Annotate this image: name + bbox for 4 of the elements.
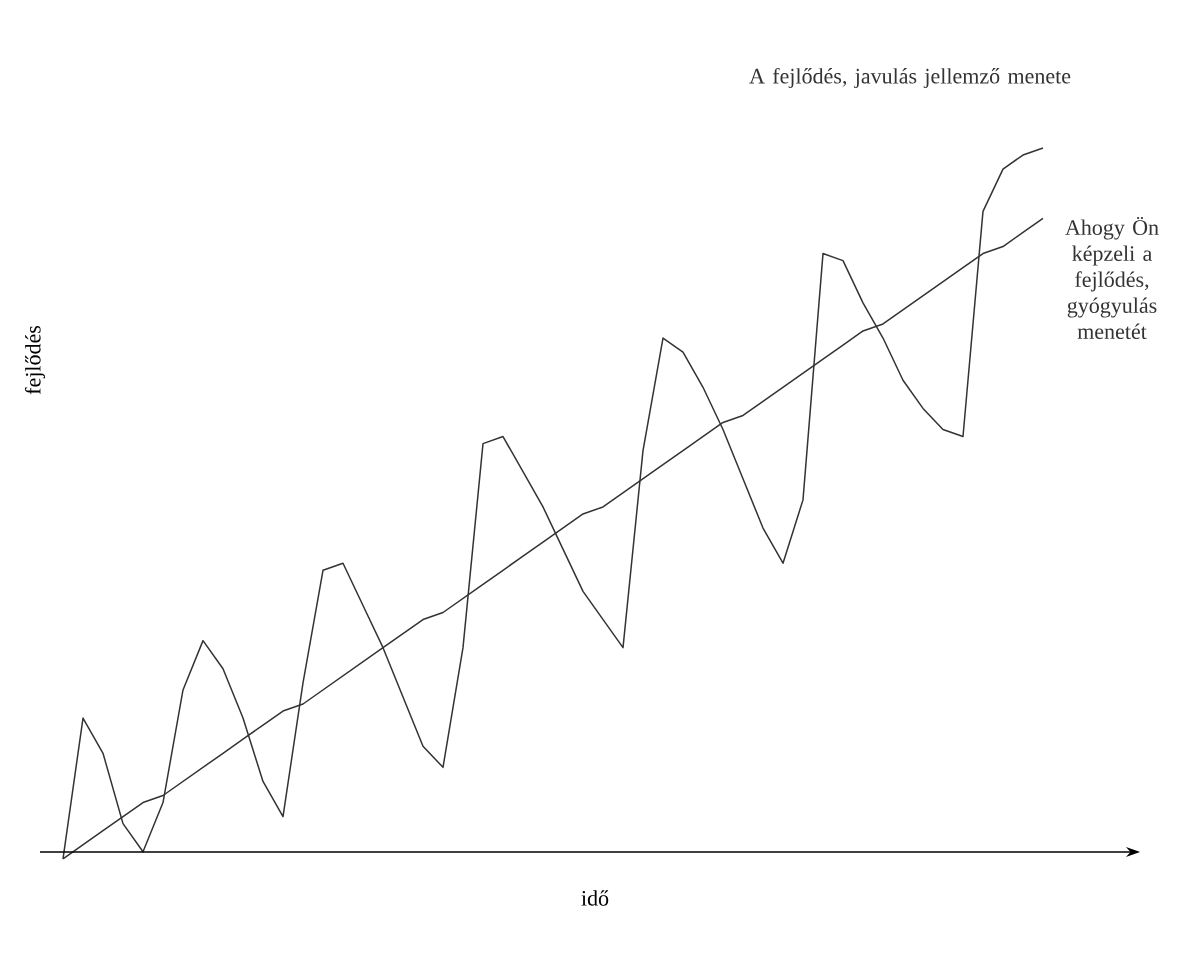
x-axis-title: idő	[581, 890, 609, 906]
text: A fejlődés, javulás jellemző menete	[749, 67, 1071, 89]
y-axis-title: fejlődés	[24, 325, 46, 395]
series-label: Ahogy Ön képzeli a fejlődés, gyógyulás menetét	[1065, 216, 1159, 340]
